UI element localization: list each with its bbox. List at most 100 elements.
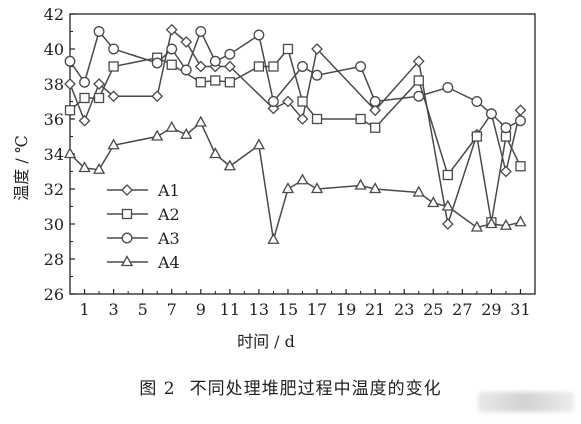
data-point-A4 (180, 127, 193, 139)
data-point-A4 (441, 199, 454, 211)
x-axis-label: 时间 / d (237, 332, 295, 351)
data-point-A1 (165, 23, 178, 36)
y-tick-label: 26 (44, 285, 64, 304)
data-point-A4 (369, 182, 382, 194)
data-point-A3 (485, 108, 497, 120)
y-tick-label: 42 (44, 5, 64, 24)
legend-marker-square (121, 208, 133, 220)
data-point-A3 (369, 96, 381, 107)
data-point-A3 (79, 76, 90, 88)
legend-marker-diamond (121, 184, 133, 196)
data-point-A2 (442, 169, 453, 181)
series-A3 (64, 26, 526, 134)
data-point-A1 (441, 218, 454, 230)
data-point-A4 (209, 147, 222, 159)
data-point-A2 (282, 43, 294, 55)
legend-label: A1 (157, 181, 180, 200)
data-point-A2 (370, 122, 381, 133)
figure-caption: 图 2 不同处理堆肥过程中温度的变化 (0, 374, 581, 399)
data-point-A1 (78, 114, 91, 127)
data-point-A4 (499, 218, 513, 230)
legend-label: A3 (157, 229, 180, 248)
data-point-A4 (151, 129, 164, 141)
y-tick-label: 38 (44, 75, 64, 94)
data-point-A1 (500, 165, 512, 178)
data-point-A3 (515, 115, 526, 127)
watermark-blur (478, 392, 574, 412)
data-point-A4 (427, 196, 440, 208)
legend-item-A4: A4 (107, 253, 180, 272)
x-tick-label: 5 (138, 300, 148, 319)
x-tick-label: 9 (196, 300, 206, 319)
x-tick-label: 13 (249, 300, 269, 319)
data-point-A2 (413, 75, 424, 86)
data-point-A2 (311, 113, 323, 125)
data-point-A2 (471, 131, 483, 142)
data-point-A4 (165, 120, 178, 132)
y-tick-label: 34 (44, 145, 64, 164)
data-point-A4 (223, 159, 236, 171)
data-point-A3 (180, 64, 192, 76)
data-point-A1 (296, 113, 309, 125)
x-tick-label: 11 (220, 300, 240, 319)
data-point-A4 (107, 138, 120, 150)
data-point-A1 (282, 95, 294, 108)
data-point-A3 (500, 122, 512, 134)
y-axis-label: 温度 / ℃ (12, 135, 31, 200)
figure-number: 图 2 (139, 379, 176, 399)
data-point-A2 (500, 131, 512, 142)
x-tick-label: 27 (452, 300, 472, 319)
series-line-A1 (69, 28, 522, 225)
data-point-A3 (224, 48, 236, 60)
data-point-A3 (108, 43, 120, 55)
data-point-A1 (180, 36, 193, 48)
x-tick-label: 7 (167, 300, 177, 319)
y-tick-label: 28 (44, 250, 64, 269)
data-point-A4 (485, 217, 498, 229)
data-point-A1 (412, 55, 425, 68)
series-A1 (64, 23, 527, 230)
legend-item-A1: A1 (107, 181, 180, 200)
data-point-A3 (471, 96, 483, 107)
data-point-A4 (470, 220, 483, 232)
series-line-A4 (69, 121, 521, 240)
data-point-A2 (355, 113, 366, 125)
series-line-A3 (69, 29, 521, 129)
data-point-A2 (224, 77, 235, 88)
data-point-A4 (296, 173, 309, 185)
x-tick-label: 19 (336, 300, 356, 319)
data-point-A1 (514, 104, 527, 117)
series-A4 (63, 115, 527, 244)
data-point-A4 (252, 138, 266, 150)
x-tick-label: 17 (307, 300, 327, 319)
data-point-A3 (253, 29, 265, 41)
x-tick-label: 29 (481, 300, 501, 319)
legend-label: A4 (157, 253, 180, 272)
series-line-A2 (69, 47, 522, 223)
data-point-A4 (354, 178, 367, 190)
x-tick-label: 3 (109, 300, 119, 319)
data-point-A3 (151, 57, 163, 69)
plot-frame (69, 13, 536, 295)
data-point-A4 (194, 115, 207, 127)
legend-item-A3: A3 (107, 229, 180, 248)
data-point-A4 (281, 182, 295, 194)
data-point-A1 (223, 60, 236, 73)
data-point-A2 (64, 105, 76, 116)
data-point-A3 (93, 26, 105, 37)
data-point-A2 (253, 61, 265, 72)
legend-marker-circle (121, 232, 133, 244)
data-point-A2 (108, 61, 119, 72)
data-point-A3 (311, 69, 323, 81)
data-point-A1 (151, 90, 164, 103)
data-point-A4 (267, 232, 280, 244)
data-point-A3 (267, 96, 279, 107)
x-tick-label: 21 (365, 300, 385, 319)
data-point-A3 (64, 55, 76, 67)
legend: A1 A2 A3 A4 (107, 181, 180, 272)
data-point-A4 (514, 215, 527, 227)
data-point-A2 (79, 92, 90, 104)
x-tick-label: 15 (278, 300, 298, 319)
data-point-A1 (64, 78, 76, 90)
